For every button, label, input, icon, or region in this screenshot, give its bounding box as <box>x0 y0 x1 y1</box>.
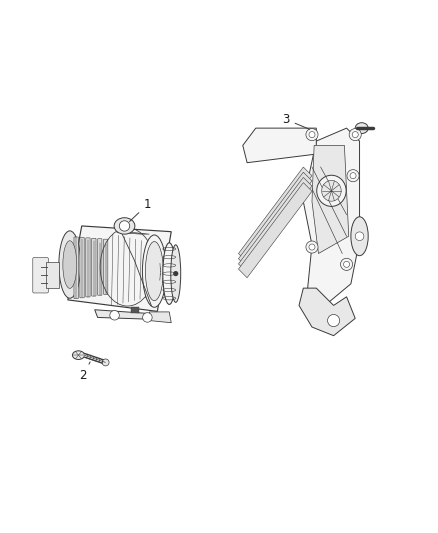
Ellipse shape <box>321 181 341 201</box>
FancyBboxPatch shape <box>86 238 90 297</box>
Polygon shape <box>312 146 349 254</box>
Text: 1: 1 <box>130 198 151 222</box>
Text: 3: 3 <box>283 113 309 129</box>
FancyBboxPatch shape <box>131 307 139 313</box>
Polygon shape <box>95 310 161 320</box>
Circle shape <box>352 132 358 138</box>
FancyBboxPatch shape <box>98 239 102 295</box>
Polygon shape <box>243 128 316 163</box>
Polygon shape <box>68 226 171 311</box>
Polygon shape <box>238 167 312 262</box>
Circle shape <box>173 271 178 276</box>
Circle shape <box>306 128 318 141</box>
Circle shape <box>309 244 315 250</box>
Text: 2: 2 <box>79 362 90 382</box>
FancyBboxPatch shape <box>33 257 48 293</box>
Circle shape <box>343 261 350 268</box>
Circle shape <box>347 169 359 182</box>
Polygon shape <box>304 128 360 305</box>
Polygon shape <box>238 172 312 268</box>
Ellipse shape <box>114 217 135 234</box>
Polygon shape <box>299 288 355 336</box>
Ellipse shape <box>171 245 181 302</box>
Ellipse shape <box>163 243 176 304</box>
Circle shape <box>309 132 315 138</box>
Circle shape <box>110 311 119 320</box>
Circle shape <box>355 232 364 240</box>
Ellipse shape <box>72 351 85 359</box>
Circle shape <box>143 313 152 322</box>
FancyBboxPatch shape <box>92 238 96 296</box>
Ellipse shape <box>142 235 166 308</box>
Circle shape <box>102 359 109 366</box>
Ellipse shape <box>317 175 346 206</box>
Polygon shape <box>238 183 312 278</box>
Polygon shape <box>238 177 312 272</box>
Circle shape <box>119 221 130 231</box>
FancyBboxPatch shape <box>74 237 78 298</box>
FancyBboxPatch shape <box>103 239 108 294</box>
Circle shape <box>306 241 318 253</box>
Circle shape <box>349 128 361 141</box>
Polygon shape <box>117 232 149 234</box>
Circle shape <box>350 173 356 179</box>
Circle shape <box>328 314 339 327</box>
Ellipse shape <box>145 241 163 301</box>
Circle shape <box>340 259 353 270</box>
FancyBboxPatch shape <box>46 262 59 288</box>
Ellipse shape <box>351 217 368 256</box>
Ellipse shape <box>63 241 77 288</box>
Ellipse shape <box>59 231 81 298</box>
FancyBboxPatch shape <box>80 237 84 298</box>
Ellipse shape <box>355 123 368 134</box>
Polygon shape <box>149 312 171 322</box>
